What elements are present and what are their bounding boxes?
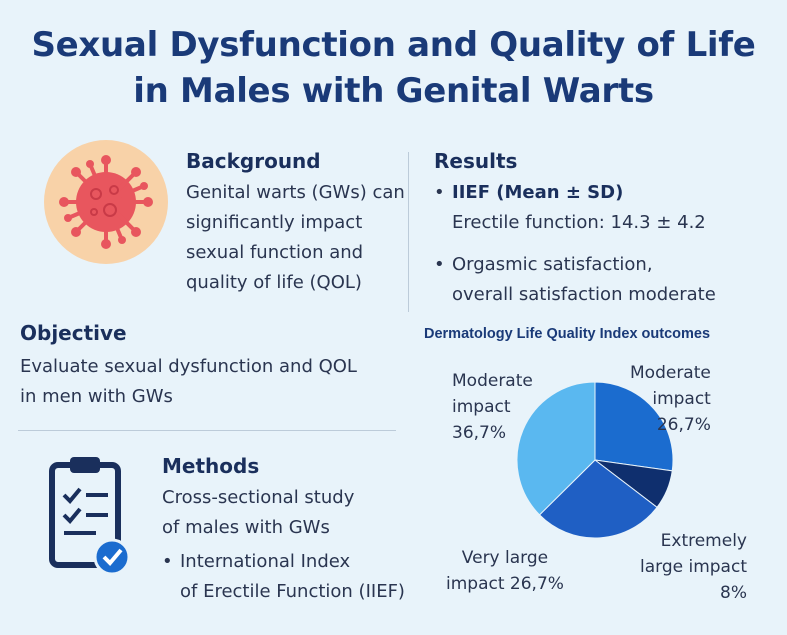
methods-bullet-line: of Erectile Function (IIEF) <box>180 581 405 602</box>
background-text: Genital warts (GWs) can significantly im… <box>186 178 405 298</box>
methods-bullet: • International Index of Erectile Functi… <box>162 547 405 607</box>
section-divider <box>18 430 396 431</box>
methods-bullet-line: International Index <box>180 551 351 572</box>
slice-label-line: 26,7% <box>656 415 711 435</box>
bullet-icon: • <box>162 551 173 572</box>
slice-label-line: impact 26,7% <box>446 574 564 594</box>
title-line-2: in Males with Genital Warts <box>133 71 654 111</box>
slice-label-line: 8% <box>720 583 747 603</box>
chart-title: Dermatology Life Quality Index outcomes <box>424 326 711 342</box>
background-line: sexual function and <box>186 242 364 263</box>
objective-text: Evaluate sexual dysfunction and QOL in m… <box>20 352 357 412</box>
slice-label-moderate-1: Moderate impact 36,7% <box>452 368 533 446</box>
background-heading: Background <box>186 149 321 173</box>
slice-label-line: Extremely <box>660 531 747 551</box>
background-line: Genital warts (GWs) can <box>186 182 405 203</box>
methods-line: Cross-sectional study <box>162 487 355 508</box>
results-bullet-satisfaction: • Orgasmic satisfaction, overall satisfa… <box>434 250 716 310</box>
results-heading: Results <box>434 149 518 173</box>
objective-line: in men with GWs <box>20 386 173 407</box>
slice-label-moderate-2: Moderate impact 26,7% <box>630 360 711 438</box>
pie-slice-moderate-left <box>516 381 596 516</box>
virus-icon <box>59 155 153 249</box>
satisfaction-line: overall satisfaction moderate <box>452 284 716 305</box>
results-bullet-iief: • IIEF (Mean ± SD) Erectile function: 14… <box>434 178 706 238</box>
objective-line: Evaluate sexual dysfunction and QOL <box>20 356 357 377</box>
methods-heading: Methods <box>162 454 260 478</box>
pie-slice-moderate-right <box>594 381 674 472</box>
slice-label-line: impact <box>652 389 711 409</box>
slice-label-line: large impact <box>640 557 747 577</box>
clipboard-check-icon <box>49 457 130 576</box>
objective-heading: Objective <box>20 321 127 345</box>
background-line: quality of life (QOL) <box>186 272 362 293</box>
methods-line: of males with GWs <box>162 517 330 538</box>
slice-label-extremely-large: Extremely large impact 8% <box>640 528 747 606</box>
slice-label-line: Very large <box>461 548 549 568</box>
slice-label-very-large: Very large impact 26,7% <box>446 545 564 597</box>
page-title: Sexual Dysfunction and Quality of Life i… <box>0 22 787 114</box>
iief-title: IIEF (Mean ± SD) <box>452 182 624 203</box>
title-line-1: Sexual Dysfunction and Quality of Life <box>31 25 756 65</box>
virus-icon-badge <box>44 140 168 264</box>
pie-slice-very-large <box>538 459 658 539</box>
bullet-icon: • <box>434 182 445 203</box>
slice-label-line: impact <box>452 397 511 417</box>
slice-label-line: 36,7% <box>452 423 507 443</box>
background-line: significantly impact <box>186 212 363 233</box>
slice-label-line: Moderate <box>630 363 711 383</box>
satisfaction-line: Orgasmic satisfaction, <box>452 254 653 275</box>
methods-text: Cross-sectional study of males with GWs <box>162 483 354 543</box>
column-divider <box>408 152 409 312</box>
erectile-function-value: Erectile function: 14.3 ± 4.2 <box>452 212 706 233</box>
bullet-icon: • <box>434 254 445 275</box>
slice-label-line: Moderate <box>452 371 533 391</box>
